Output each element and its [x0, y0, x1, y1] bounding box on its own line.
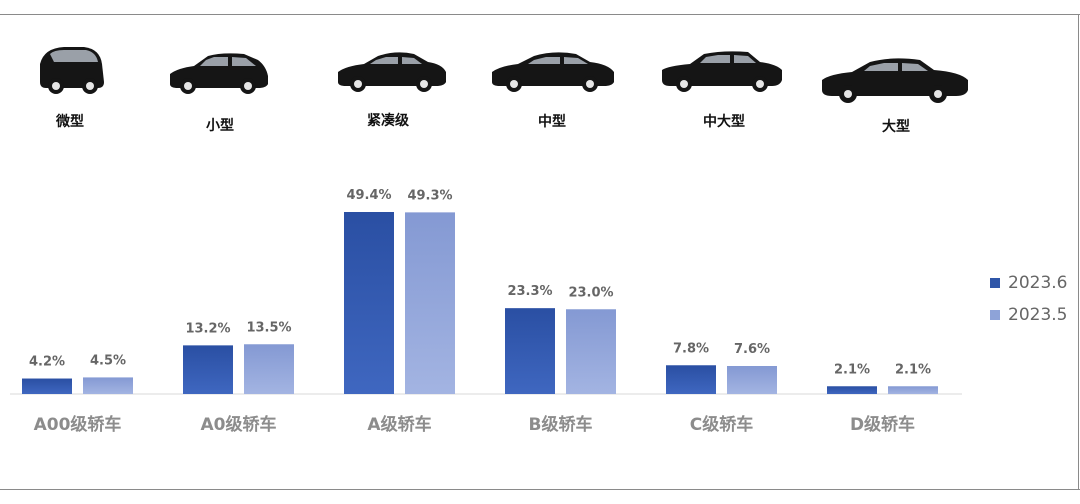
- bar-2023-5-1: [244, 344, 294, 394]
- data-label-2023-5-5: 2.1%: [895, 362, 931, 377]
- car-icon-large: [822, 58, 968, 103]
- car-type-label-micro: 微型: [55, 113, 84, 130]
- bar-2023-6-1: [183, 345, 233, 394]
- bar-2023-5-3: [566, 309, 616, 394]
- bar-2023-5-5: [888, 386, 938, 394]
- category-label-1: A0级轿车: [201, 414, 277, 435]
- data-label-2023-5-3: 23.0%: [568, 285, 613, 300]
- category-label-0: A00级轿车: [34, 414, 122, 435]
- bar-2023-6-4: [666, 365, 716, 394]
- category-label-5: D级轿车: [850, 414, 915, 435]
- legend-label-2023-6: 2023.6: [1008, 273, 1068, 293]
- legend-item-2023-6: 2023.6: [990, 272, 1067, 294]
- car-type-label-large-midsize: 中大型: [703, 113, 745, 130]
- car-icon-compact: [338, 52, 446, 92]
- car-type-label-small: 小型: [206, 117, 234, 134]
- car-type-label-compact: 紧凑级: [367, 112, 410, 129]
- car-type-label-large: 大型: [882, 118, 910, 135]
- car-icon-large-midsize: [662, 51, 782, 92]
- legend-swatch-2023-5: [990, 310, 1000, 320]
- bar-2023-5-4: [727, 366, 777, 394]
- data-label-2023-5-0: 4.5%: [90, 353, 126, 368]
- data-label-2023-6-3: 23.3%: [507, 284, 552, 299]
- car-type-label-midsize: 中型: [538, 113, 566, 130]
- data-label-2023-5-1: 13.5%: [246, 320, 291, 335]
- category-label-2: A级轿车: [367, 414, 431, 435]
- frame-top-border: [0, 14, 1080, 15]
- data-label-2023-6-4: 7.8%: [673, 341, 709, 356]
- legend-swatch-2023-6: [990, 278, 1000, 288]
- legend-label-2023-5: 2023.5: [1008, 305, 1068, 325]
- bars-group: 4.2% 4.5% A00级轿车 13.2% 13.5% A0级轿车 49.4% 49.3% A…: [22, 188, 938, 435]
- frame-right-border: [1078, 14, 1079, 490]
- frame-bottom-border: [0, 489, 1080, 490]
- category-label-3: B级轿车: [529, 414, 593, 435]
- bar-2023-6-3: [505, 308, 555, 394]
- bar-2023-6-5: [827, 386, 877, 394]
- data-label-2023-6-5: 2.1%: [834, 362, 870, 377]
- bar-2023-5-2: [405, 212, 455, 394]
- bar-2023-5-0: [83, 377, 133, 394]
- data-label-2023-5-4: 7.6%: [734, 342, 770, 357]
- data-label-2023-6-0: 4.2%: [29, 355, 65, 370]
- car-icon-micro: [40, 47, 104, 94]
- category-label-4: C级轿车: [690, 414, 753, 435]
- car-icon-small: [170, 53, 268, 94]
- legend-item-2023-5: 2023.5: [990, 304, 1067, 326]
- legend: 2023.6 2023.5: [990, 272, 1067, 336]
- car-icon-midsize: [492, 52, 614, 92]
- bar-2023-6-0: [22, 378, 72, 394]
- data-label-2023-5-2: 49.3%: [407, 188, 452, 203]
- data-label-2023-6-2: 49.4%: [346, 188, 391, 203]
- bar-2023-6-2: [344, 212, 394, 394]
- data-label-2023-6-1: 13.2%: [185, 321, 230, 336]
